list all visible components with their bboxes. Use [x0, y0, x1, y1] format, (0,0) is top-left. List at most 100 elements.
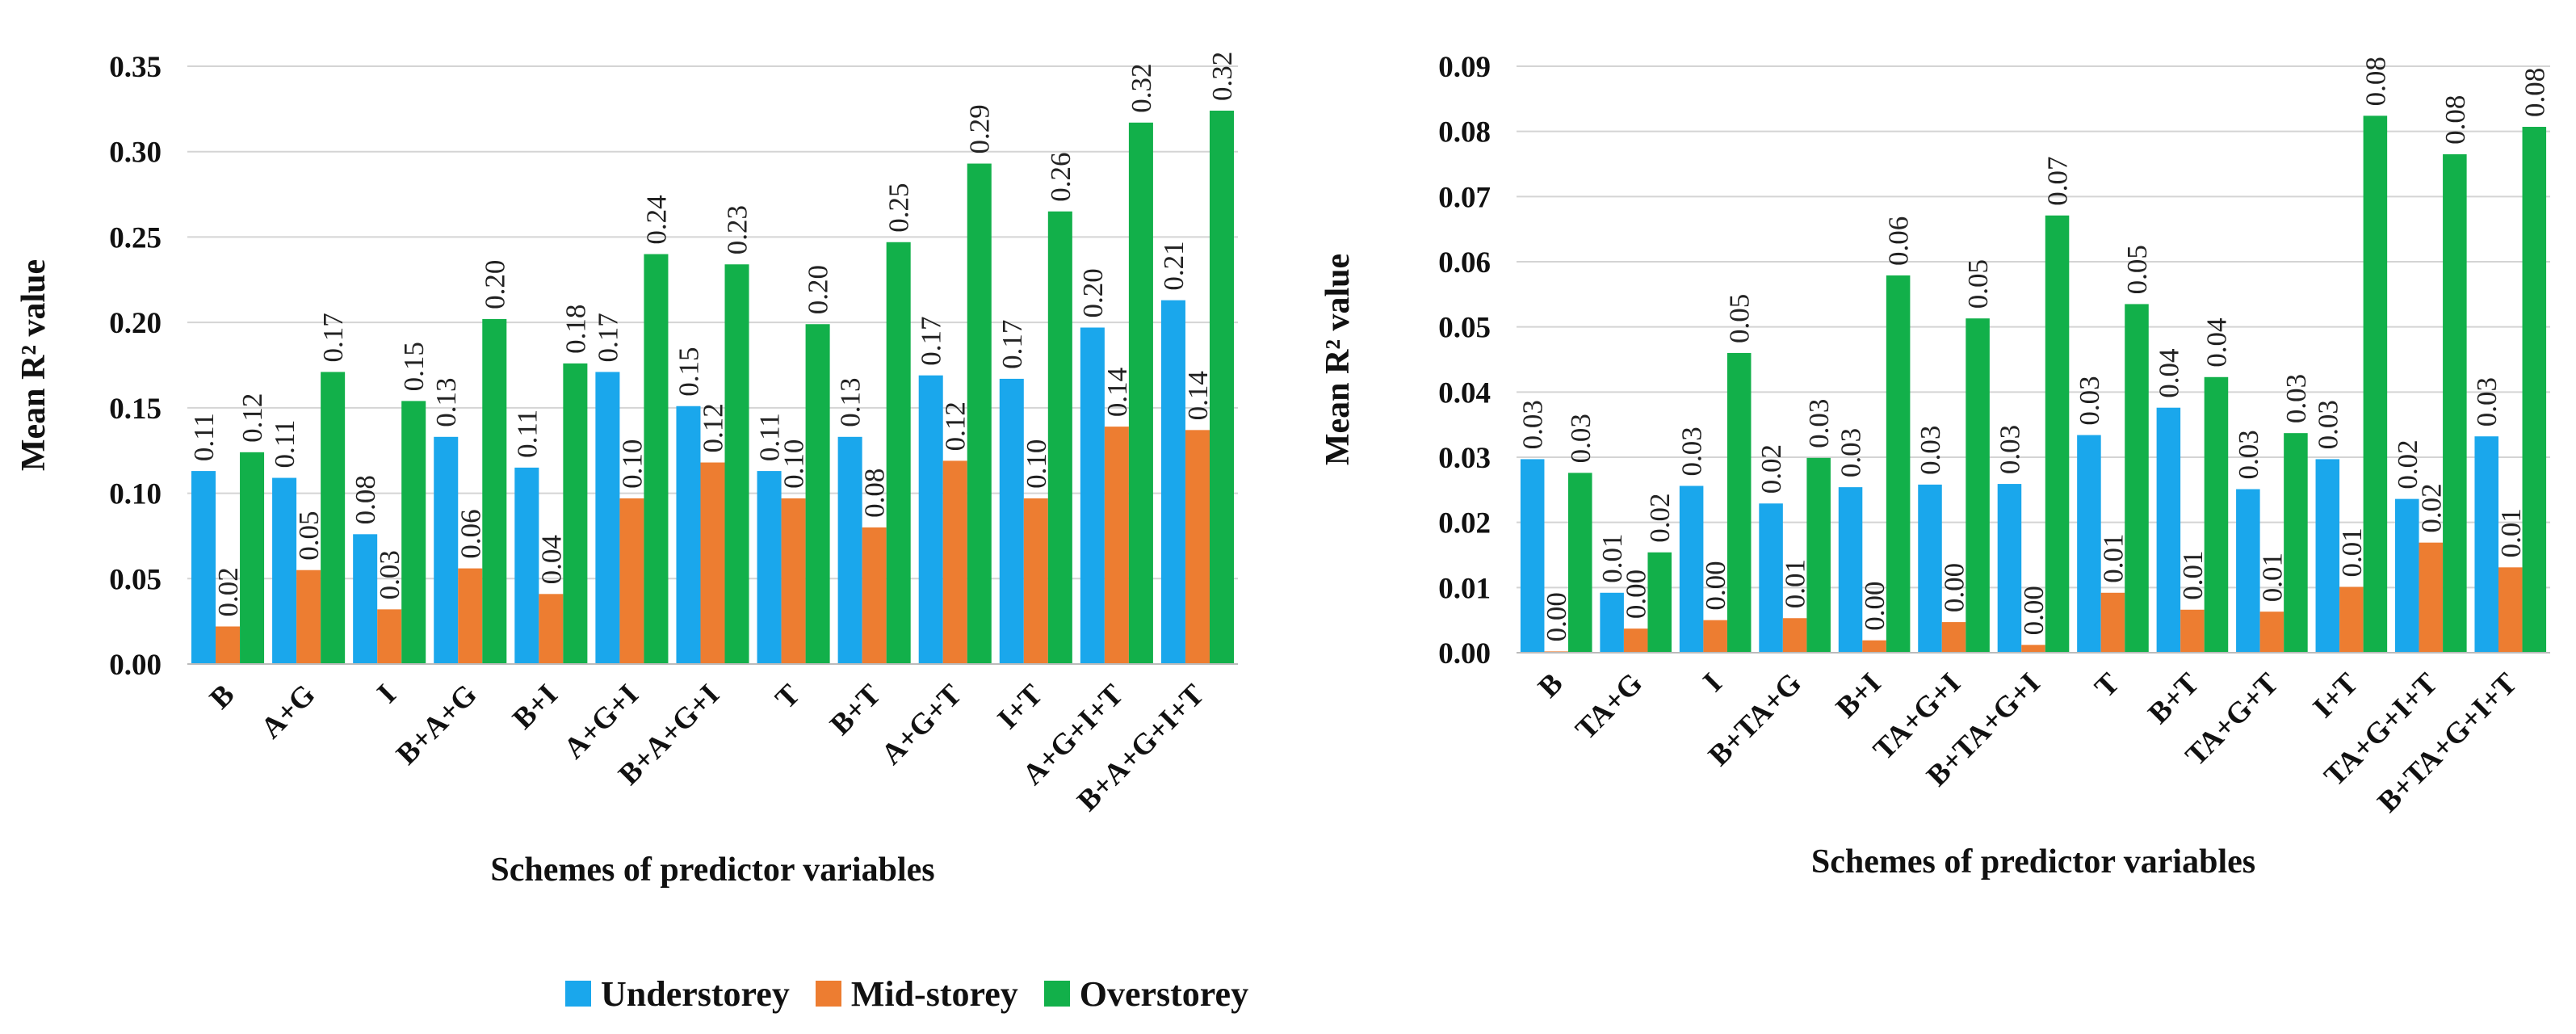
- bar-understorey-ta-g-i: [1918, 484, 1942, 653]
- data-label: 0.01: [2256, 553, 2288, 602]
- bar-mid-storey-a-g: [296, 570, 321, 664]
- bar-mid-storey-b-a-g-i: [700, 462, 725, 664]
- bar-understorey-b-t: [2156, 407, 2181, 653]
- data-label: 0.01: [2495, 508, 2527, 557]
- bar-mid-storey-b-i: [539, 594, 564, 664]
- bar-overstorey-b-i: [1886, 275, 1911, 653]
- data-label: 0.04: [2201, 318, 2232, 368]
- legend-swatch-overstorey: [1043, 981, 1070, 1007]
- data-label: 0.10: [778, 439, 810, 489]
- data-label: 0.06: [1883, 216, 1915, 266]
- bar-mid-storey-i: [377, 609, 402, 664]
- data-label: 0.32: [1206, 52, 1238, 101]
- data-label: 0.01: [1596, 534, 1628, 583]
- data-label: 0.01: [2177, 551, 2209, 600]
- bar-understorey-a-g: [272, 477, 297, 664]
- bar-overstorey-b-ta-g-i: [2045, 215, 2070, 653]
- data-label: 0.08: [350, 475, 381, 524]
- data-label: 0.00: [1700, 561, 1731, 610]
- data-label: 0.03: [2471, 377, 2503, 427]
- data-label: 0.17: [317, 313, 349, 362]
- bar-understorey-a-g-t: [918, 375, 943, 664]
- data-label: 0.17: [996, 320, 1028, 369]
- data-label: 0.01: [1780, 559, 1811, 608]
- y-tick-label: 0.00: [1438, 637, 1491, 670]
- data-label: 0.03: [1803, 399, 1835, 448]
- bar-overstorey-b: [1568, 473, 1592, 653]
- chart-right: 0.000.010.020.030.040.050.060.070.080.09…: [1319, 51, 2550, 881]
- data-label: 0.03: [2074, 376, 2105, 425]
- x-tick-label: B+I: [506, 678, 564, 736]
- data-label: 0.06: [455, 509, 486, 558]
- bar-mid-storey-b-a-g: [458, 568, 483, 664]
- data-label: 0.25: [883, 183, 915, 233]
- data-label: 0.01: [2097, 534, 2129, 583]
- data-label: 0.02: [212, 567, 244, 616]
- bar-overstorey-a-g-t: [967, 163, 992, 664]
- data-label: 0.00: [1621, 570, 1652, 619]
- bar-overstorey-a-g: [321, 372, 346, 664]
- data-label: 0.13: [835, 378, 866, 427]
- data-label: 0.13: [430, 378, 462, 427]
- x-tick-label: A+G+T: [875, 678, 969, 771]
- bar-mid-storey-b-ta-g-i: [2021, 645, 2045, 653]
- y-tick-label: 0.10: [109, 478, 162, 511]
- bar-overstorey-b-t: [2204, 376, 2229, 653]
- data-label: 0.04: [535, 535, 567, 584]
- bar-understorey-ta-g: [1600, 592, 1624, 653]
- y-tick-label: 0.25: [109, 221, 162, 254]
- y-tick-label: 0.08: [1438, 116, 1491, 149]
- y-axis-title: Mean R² value: [1319, 254, 1357, 465]
- bar-mid-storey-b-a-g-i-t: [1185, 430, 1210, 664]
- data-label: 0.26: [1045, 152, 1076, 201]
- x-axis-title: Schemes of predictor variables: [490, 851, 934, 889]
- data-label: 0.03: [1517, 400, 1549, 449]
- data-label: 0.15: [398, 342, 430, 391]
- data-label: 0.12: [698, 403, 729, 452]
- bar-overstorey-b-a-g-i-t: [1209, 110, 1234, 664]
- data-label: 0.01: [2336, 528, 2368, 577]
- bar-understorey-b: [1520, 459, 1545, 653]
- bar-understorey-b: [191, 471, 216, 664]
- bar-understorey-b-ta-g: [1759, 503, 1783, 653]
- legend-label-mid-storey: Mid-storey: [850, 973, 1018, 1014]
- data-label: 0.03: [1915, 426, 1946, 475]
- y-tick-label: 0.20: [109, 307, 162, 340]
- data-label: 0.03: [1565, 414, 1596, 463]
- data-label: 0.03: [1836, 428, 1867, 477]
- legend-label-understorey: Understorey: [601, 973, 790, 1014]
- bar-mid-storey-i-t: [2339, 586, 2364, 653]
- bar-overstorey-a-g-i-t: [1128, 122, 1153, 664]
- x-tick-label: B+T: [824, 678, 887, 742]
- bar-understorey-b-ta-g-i: [1997, 484, 2022, 653]
- data-label: 0.20: [1077, 268, 1109, 317]
- bar-understorey-t: [2077, 435, 2101, 653]
- bar-understorey-a-g-i: [595, 372, 620, 664]
- data-label: 0.05: [293, 511, 325, 560]
- bar-overstorey-ta-g-i-t: [2443, 153, 2467, 653]
- x-axis-title: Schemes of predictor variables: [1811, 843, 2255, 881]
- data-label: 0.08: [859, 469, 891, 518]
- y-tick-label: 0.04: [1438, 376, 1491, 410]
- bar-mid-storey-i: [1703, 620, 1727, 653]
- data-label: 0.15: [673, 347, 704, 396]
- data-label: 0.05: [1724, 294, 1756, 343]
- x-tick-label: I: [1697, 666, 1728, 698]
- x-tick-label: B+TA+G+I+T: [2372, 666, 2524, 819]
- bar-overstorey-b: [240, 452, 265, 664]
- bar-overstorey-i-t: [1047, 211, 1072, 664]
- bar-understorey-b-a-g-i-t: [1160, 300, 1185, 664]
- data-label: 0.04: [2153, 348, 2184, 397]
- bar-mid-storey-t: [2100, 592, 2125, 653]
- bar-understorey-b-i: [514, 467, 539, 664]
- bar-understorey-i-t: [2315, 459, 2340, 653]
- data-label: 0.02: [1756, 444, 1787, 494]
- data-label: 0.05: [2121, 245, 2153, 294]
- bar-overstorey-ta-g: [1647, 552, 1672, 653]
- data-label: 0.08: [2440, 95, 2471, 145]
- bar-mid-storey-b-ta-g-i-t: [2498, 567, 2523, 653]
- bar-mid-storey-ta-g-t: [2259, 612, 2284, 653]
- bar-understorey-b-i: [1838, 487, 1863, 653]
- bar-mid-storey-b-t: [2180, 609, 2205, 653]
- data-label: 0.02: [1644, 494, 1676, 543]
